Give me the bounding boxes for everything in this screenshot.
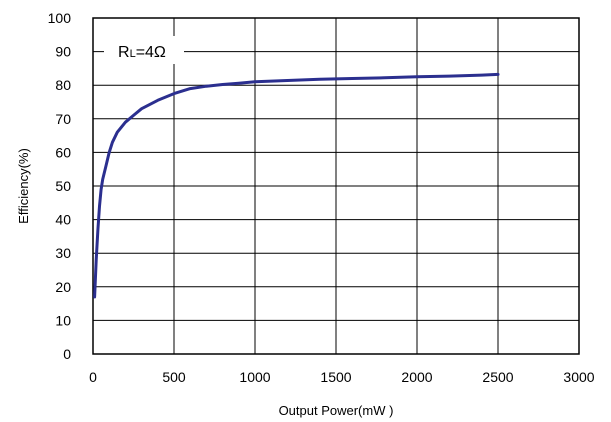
annotation: RL=4Ω	[104, 36, 184, 64]
x-axis-title: Output Power(mW )	[279, 403, 394, 418]
y-tick-label: 40	[55, 212, 71, 228]
y-tick-label: 10	[55, 312, 71, 328]
tick-labels: 0 500 1000 1500 2000 2500 3000 0 10 20 30 40 50 60 70 8…	[48, 10, 595, 385]
x-tick-label: 500	[162, 369, 186, 385]
annotation-box	[104, 36, 184, 64]
efficiency-series-line	[93, 72, 500, 299]
annotation-subscript: L	[130, 48, 136, 60]
y-tick-label: 60	[55, 144, 71, 160]
y-tick-label: 100	[48, 10, 72, 26]
x-tick-label: 2500	[482, 369, 513, 385]
x-tick-label: 2000	[401, 369, 432, 385]
x-tick-label: 1000	[239, 369, 270, 385]
y-tick-label: 0	[63, 346, 71, 362]
x-tick-label: 0	[89, 369, 97, 385]
x-tick-label: 1500	[320, 369, 351, 385]
annotation-suffix: =4Ω	[136, 44, 166, 61]
y-tick-label: 90	[55, 44, 71, 60]
series-layer	[93, 72, 500, 299]
x-tick-label: 3000	[563, 369, 594, 385]
y-tick-label: 50	[55, 178, 71, 194]
y-tick-label: 70	[55, 111, 71, 127]
y-tick-label: 20	[55, 279, 71, 295]
plot-area-frame	[92, 17, 580, 355]
grid	[93, 18, 579, 354]
y-tick-label: 30	[55, 245, 71, 261]
y-tick-label: 80	[55, 77, 71, 93]
y-axis-title: Efficiency(%)	[16, 148, 31, 224]
annotation-prefix: R	[118, 44, 130, 61]
annotation-text: RL=4Ω	[118, 44, 166, 61]
